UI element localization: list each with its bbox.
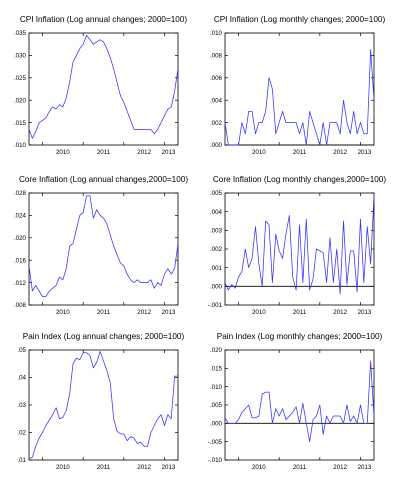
y-tick-label: .030: [14, 53, 27, 60]
plot-frame: [224, 349, 375, 461]
chart-panel-5: Pain Index (Log annual changes; 2000=100…: [17, 332, 184, 471]
chart-title: Core Inflation (Log monthly changes,2000…: [213, 175, 386, 184]
series-line: [224, 360, 375, 443]
plot-frame: [224, 192, 375, 306]
x-tick-label: 2013: [358, 464, 372, 471]
y-tick-label: .03: [17, 402, 26, 409]
y-tick-label: .020: [210, 347, 223, 354]
series-line: [28, 195, 179, 297]
y-tick-label: .015: [210, 366, 223, 373]
y-tick-label: .005: [210, 190, 223, 197]
plot-frame: [224, 32, 375, 146]
y-tick-label: .010: [14, 142, 27, 149]
x-tick-label: 2011: [293, 309, 307, 316]
series-line: [28, 34, 179, 139]
x-tick-label: 2013: [162, 464, 176, 471]
chart-title: Core Inflation (Log annual changes,2000=…: [19, 175, 188, 184]
chart-title: Pain Index (Log monthly changes; 2000=10…: [217, 332, 383, 341]
chart-title: CPI Inflation (Log monthly changes; 2000…: [214, 15, 386, 24]
y-tick-label: .003: [210, 228, 223, 235]
x-tick-label: 2010: [56, 464, 70, 471]
y-tick-label: .015: [14, 120, 27, 127]
y-tick-label: .025: [14, 75, 27, 82]
y-tick-label: .010: [210, 384, 223, 391]
y-tick-label: .010: [210, 30, 223, 37]
plot-frame: [28, 349, 179, 461]
y-tick-label: .002: [210, 246, 223, 253]
x-tick-label: 2010: [252, 149, 266, 156]
y-tick-label: -.001: [208, 302, 223, 309]
x-tick-label: 2011: [97, 464, 111, 471]
y-tick-label: .000: [210, 421, 223, 428]
x-tick-label: 2013: [162, 149, 176, 156]
y-tick-label: .008: [210, 53, 223, 60]
chart-title: CPI Inflation (Log annual changes; 2000=…: [20, 15, 188, 24]
y-tick-label: -.005: [208, 439, 223, 446]
y-tick-label: .04: [17, 375, 26, 382]
y-tick-label: .000: [210, 142, 223, 149]
y-tick-label: .008: [14, 302, 27, 309]
y-tick-label: .020: [14, 235, 27, 242]
x-tick-label: 2010: [252, 309, 266, 316]
x-tick-label: 2013: [358, 309, 372, 316]
y-tick-label: .001: [210, 265, 223, 272]
x-tick-label: 2013: [162, 309, 176, 316]
x-tick-label: 2011: [97, 149, 111, 156]
chart-panel-3: Core Inflation (Log annual changes,2000=…: [14, 175, 188, 316]
x-tick-label: 2010: [252, 464, 266, 471]
y-tick-label: -.010: [208, 457, 223, 464]
x-tick-label: 2011: [293, 464, 307, 471]
y-tick-label: .005: [210, 402, 223, 409]
y-tick-label: .020: [14, 97, 27, 104]
x-tick-label: 2012: [333, 464, 347, 471]
y-tick-label: .028: [14, 190, 27, 197]
y-tick-label: .01: [17, 457, 26, 464]
x-tick-label: 2012: [137, 464, 151, 471]
y-tick-label: .012: [14, 280, 27, 287]
x-tick-label: 2012: [333, 309, 347, 316]
chart-panel-6: Pain Index (Log monthly changes; 2000=10…: [208, 332, 383, 471]
series-line: [224, 194, 375, 295]
x-tick-label: 2011: [293, 149, 307, 156]
plot-frame: [28, 32, 179, 146]
x-tick-label: 2013: [358, 149, 372, 156]
y-tick-label: .000: [210, 284, 223, 291]
chart-title: Pain Index (Log annual changes; 2000=100…: [23, 332, 185, 341]
x-tick-label: 2012: [333, 149, 347, 156]
x-tick-label: 2012: [137, 309, 151, 316]
chart-panel-1: CPI Inflation (Log annual changes; 2000=…: [14, 15, 187, 156]
y-tick-label: .05: [17, 347, 26, 354]
y-tick-label: .016: [14, 257, 27, 264]
chart-panel-2: CPI Inflation (Log monthly changes; 2000…: [210, 15, 385, 156]
y-tick-label: .002: [210, 120, 223, 127]
y-tick-label: .024: [14, 213, 27, 220]
plot-frame: [28, 192, 179, 306]
y-tick-label: .004: [210, 97, 223, 104]
x-tick-label: 2010: [56, 149, 70, 156]
y-tick-label: .004: [210, 209, 223, 216]
chart-panel-4: Core Inflation (Log monthly changes,2000…: [208, 175, 386, 316]
x-tick-label: 2010: [56, 309, 70, 316]
series-line: [28, 351, 178, 459]
x-tick-label: 2012: [137, 149, 151, 156]
y-tick-label: .006: [210, 75, 223, 82]
y-tick-label: .035: [14, 30, 27, 37]
y-tick-label: .02: [17, 430, 26, 437]
series-line: [224, 49, 375, 146]
x-tick-label: 2011: [97, 309, 111, 316]
